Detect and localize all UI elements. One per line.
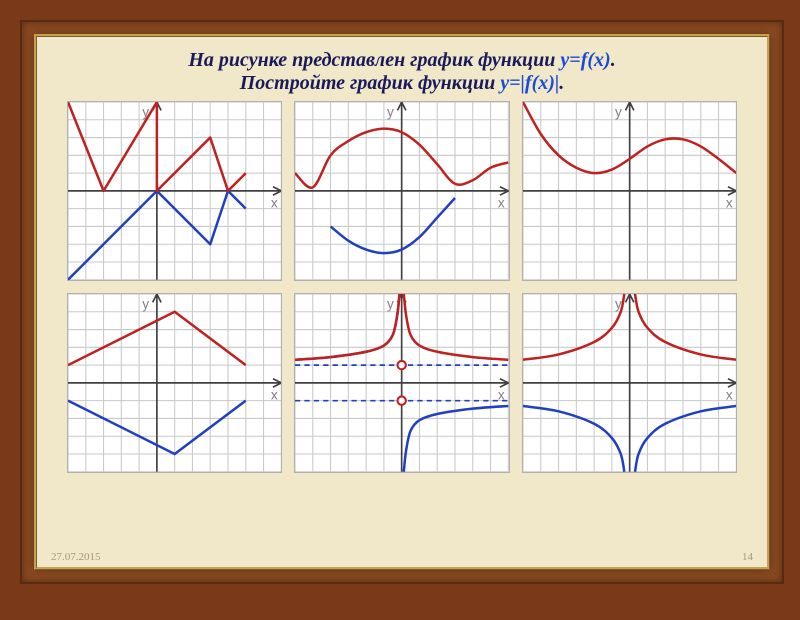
svg-text:y: y	[387, 105, 394, 120]
title-line-1: На рисунке представлен график функции y=…	[57, 49, 747, 72]
svg-text:x: x	[271, 387, 278, 402]
chart-5: xy	[294, 293, 509, 473]
title-1-post: .	[611, 49, 616, 71]
title-2-fn: y=|f(x)|	[500, 72, 559, 94]
content-panel: На рисунке представлен график функции y=…	[34, 34, 770, 570]
outer-frame: На рисунке представлен график функции y=…	[20, 20, 784, 584]
svg-text:y: y	[387, 296, 394, 311]
footer: 27.07.2015 14	[51, 551, 753, 563]
svg-text:x: x	[726, 196, 733, 211]
chart-3: xy	[522, 101, 737, 281]
title-1-fn: y=f(x)	[560, 49, 610, 71]
svg-text:x: x	[271, 196, 278, 211]
svg-text:x: x	[726, 387, 733, 402]
svg-text:x: x	[498, 196, 505, 211]
title-2-post: .	[559, 72, 564, 94]
chart-4: xy	[67, 293, 282, 473]
footer-date: 27.07.2015	[51, 551, 101, 563]
title-1-pre: На рисунке представлен график функции	[188, 49, 560, 71]
chart-1: xy	[67, 101, 282, 281]
footer-page: 14	[742, 551, 753, 563]
title-line-2: Постройте график функции y=|f(x)|.	[57, 72, 747, 95]
svg-text:y: y	[142, 296, 149, 311]
charts-grid: xy xy xy xy xy xy	[37, 101, 767, 483]
chart-6: xy	[522, 293, 737, 473]
chart-2: xy	[294, 101, 509, 281]
title-block: На рисунке представлен график функции y=…	[37, 37, 767, 101]
svg-text:y: y	[615, 105, 622, 120]
title-2-pre: Постройте график функции	[240, 72, 501, 94]
